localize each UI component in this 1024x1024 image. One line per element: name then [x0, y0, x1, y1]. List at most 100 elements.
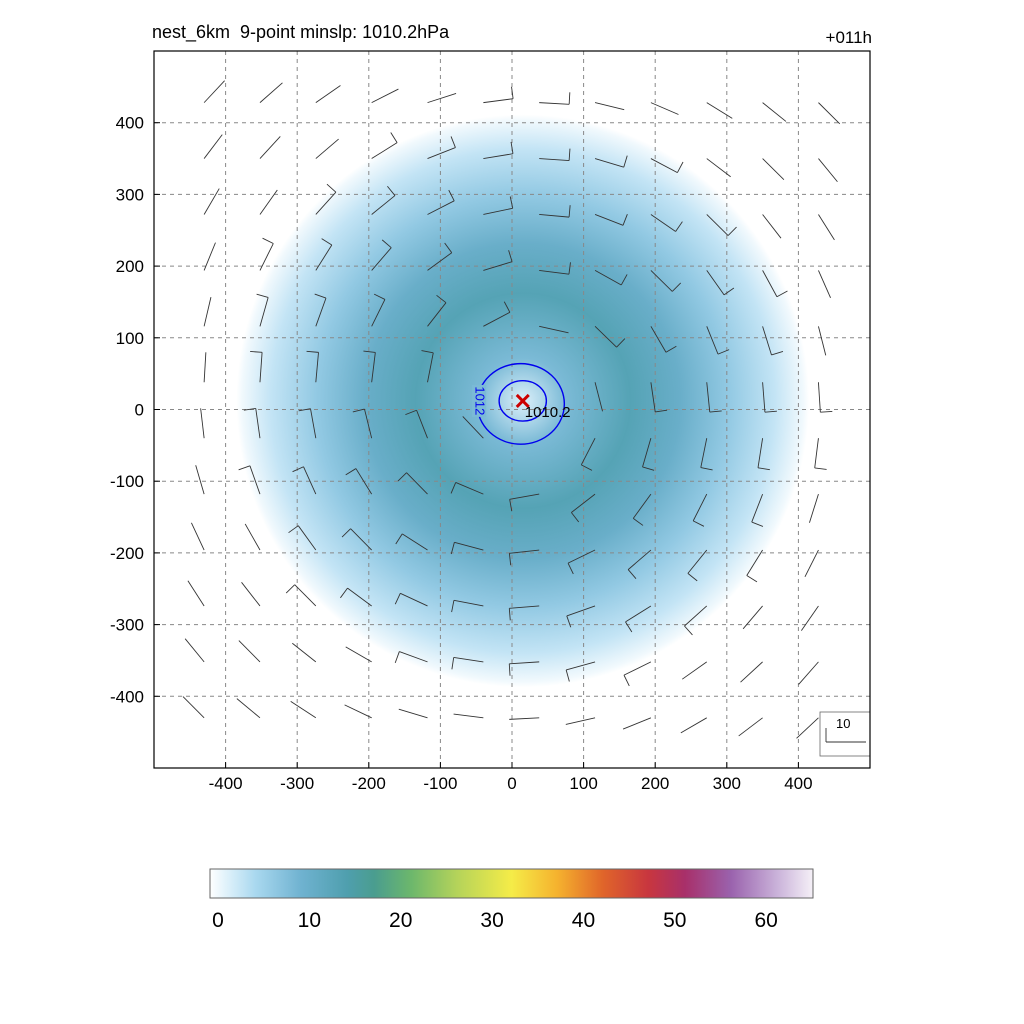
x-tick-label: 0 — [507, 774, 516, 793]
wind-barb — [818, 326, 827, 356]
wind-barb-flag — [771, 350, 784, 356]
wind-barb — [809, 493, 819, 523]
wind-barb — [371, 195, 396, 215]
y-tick-label: 400 — [116, 114, 144, 133]
wind-barb — [706, 158, 731, 178]
wind-barb — [762, 158, 785, 180]
wind-barb — [454, 541, 484, 551]
wind-barb — [371, 88, 399, 104]
wind-barb — [566, 661, 596, 671]
wind-barb — [427, 93, 457, 104]
wind-barb — [706, 326, 719, 355]
x-tick-label: 100 — [569, 774, 597, 793]
wind-barb — [400, 592, 428, 607]
wind-barb-flag — [345, 468, 357, 476]
wind-barb — [453, 713, 484, 719]
wind-barb — [622, 717, 652, 730]
wind-barb — [191, 522, 205, 551]
wind-barb — [571, 493, 596, 513]
wind-barb — [762, 270, 778, 297]
wind-barb — [462, 416, 484, 439]
y-tick-label: 0 — [135, 401, 144, 420]
wind-barb-flag — [352, 408, 365, 413]
wind-barb-flag — [509, 499, 513, 512]
wind-barb-flag — [373, 293, 386, 300]
wind-barb — [401, 533, 428, 551]
wind-barb — [539, 214, 570, 218]
wind-barb — [650, 102, 679, 115]
wind-barb-flag — [250, 351, 263, 353]
wind-barb — [182, 696, 205, 719]
y-tick-label: -200 — [110, 544, 144, 563]
wind-barb — [625, 605, 652, 623]
wind-barb-flag — [751, 521, 764, 527]
x-tick-label: 200 — [641, 774, 669, 793]
colorbar-tick-label: 40 — [572, 909, 595, 932]
wind-barb — [303, 466, 317, 495]
wind-barb — [292, 642, 317, 663]
wind-barb — [195, 465, 205, 495]
wind-barb-flag — [568, 92, 571, 105]
wind-barb — [427, 302, 447, 327]
wind-barb-flag — [746, 575, 758, 583]
wind-barb — [539, 325, 569, 334]
wind-barb — [315, 244, 333, 271]
wind-barb — [594, 214, 624, 226]
wind-barb — [706, 214, 729, 236]
wind-barb-flag — [314, 293, 327, 299]
wind-barb — [427, 352, 434, 383]
wind-barb-flag — [448, 189, 455, 202]
wind-barb — [687, 549, 708, 574]
wind-barb-flag — [397, 472, 407, 482]
wind-barb — [364, 408, 373, 439]
wind-barb — [539, 269, 570, 275]
wind-barb-flag — [757, 467, 770, 471]
wind-barb-flag — [508, 250, 513, 262]
x-tick-label: -100 — [423, 774, 457, 793]
wind-barb — [700, 438, 708, 468]
wind-barb — [817, 382, 821, 413]
wind-barb — [406, 472, 428, 495]
wind-barb-flag — [675, 221, 683, 232]
wind-barb-flag — [693, 520, 705, 527]
wind-barb-flag — [565, 669, 570, 682]
wind-barb — [297, 525, 317, 551]
wind-barb — [746, 549, 763, 576]
wind-barb — [706, 102, 733, 119]
wind-barb — [184, 638, 205, 663]
wind-barb — [818, 102, 841, 125]
wind-barb — [762, 102, 787, 122]
y-tick-label: 300 — [116, 185, 144, 204]
wind-barb — [259, 297, 269, 327]
wind-barb — [818, 158, 838, 183]
wind-barb-flag — [665, 345, 677, 353]
wind-barb — [800, 605, 819, 631]
wind-barb — [594, 382, 603, 412]
axes: -400 -300 -200 -100 0 100 200 300 400 400 300 200 10… — [110, 114, 813, 793]
wind-barb — [818, 214, 835, 241]
wind-barb-flag — [623, 155, 628, 168]
wind-barb — [310, 408, 317, 439]
x-tick-label: -200 — [352, 774, 386, 793]
wind-barb — [509, 549, 540, 554]
wind-barb — [455, 482, 484, 495]
wind-barb-flag — [717, 349, 730, 355]
wind-barb-flag — [508, 663, 511, 676]
wind-barb — [238, 640, 261, 663]
wind-barb-flag — [568, 262, 571, 275]
wind-barb-flag — [450, 542, 455, 555]
wind-barb — [650, 270, 673, 292]
wind-barb-flag — [727, 226, 737, 236]
wind-barb — [650, 382, 656, 413]
wind-barb — [751, 493, 764, 523]
x-tick-label: 400 — [784, 774, 812, 793]
wind-barb — [483, 98, 514, 104]
wind-barb — [427, 200, 455, 215]
wind-barb — [203, 297, 212, 327]
wind-barb — [594, 326, 617, 348]
plot-area: 1012 1010.2 10 — [154, 51, 870, 768]
wind-barb — [567, 549, 596, 564]
wind-barb-flag — [262, 237, 274, 244]
wind-barb-flag — [405, 409, 417, 416]
